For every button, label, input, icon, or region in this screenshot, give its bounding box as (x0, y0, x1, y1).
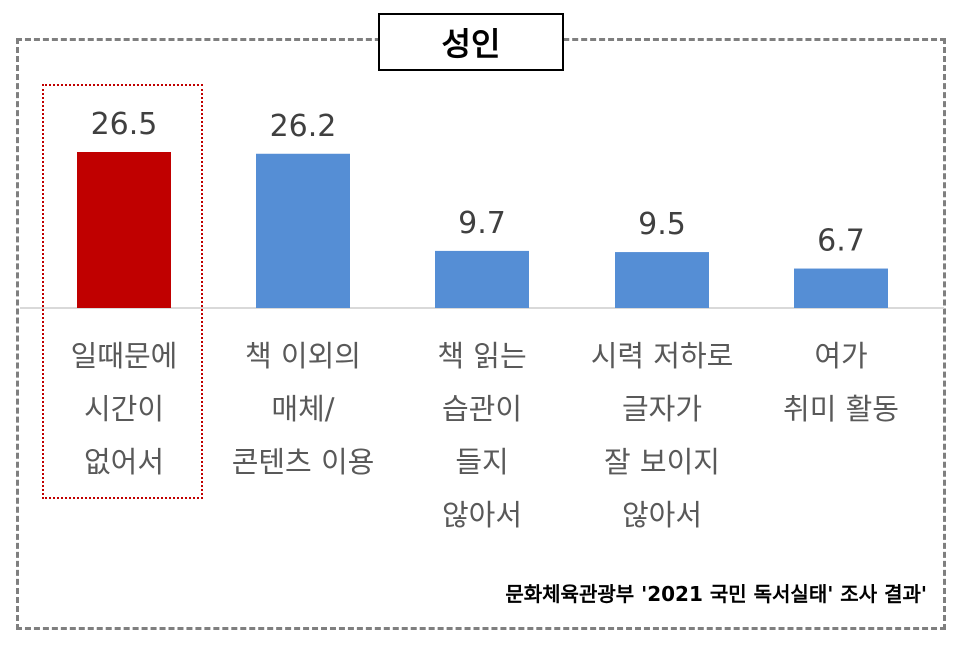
data-label-4: 9.5 (638, 207, 686, 242)
category-label-2: 책 이외의 매체/ 콘텐츠 이용 (231, 339, 375, 479)
data-label-1: 26.5 (91, 107, 158, 142)
data-label-5: 6.7 (817, 224, 865, 259)
category-label-3: 책 읽는 습관이 들지 않아서 (437, 339, 527, 532)
bar-4 (615, 252, 709, 308)
category-label-5: 여가 취미 활동 (783, 339, 899, 426)
source-note: 문화체육관광부 '2021 국민 독서실태' 조사 결과' (505, 582, 927, 606)
bar-2 (256, 153, 350, 308)
data-label-2: 26.2 (270, 109, 337, 144)
chart-title: 성인 (378, 13, 564, 71)
bar-1 (77, 152, 171, 308)
bar-3 (435, 250, 529, 308)
bar-5 (794, 268, 888, 308)
highlight-box (42, 84, 203, 499)
data-label-3: 9.7 (458, 206, 506, 241)
category-label-1: 일때문에 시간이 없어서 (70, 339, 178, 479)
category-label-4: 시력 저하로 글자가 잘 보이지 않아서 (590, 339, 734, 532)
